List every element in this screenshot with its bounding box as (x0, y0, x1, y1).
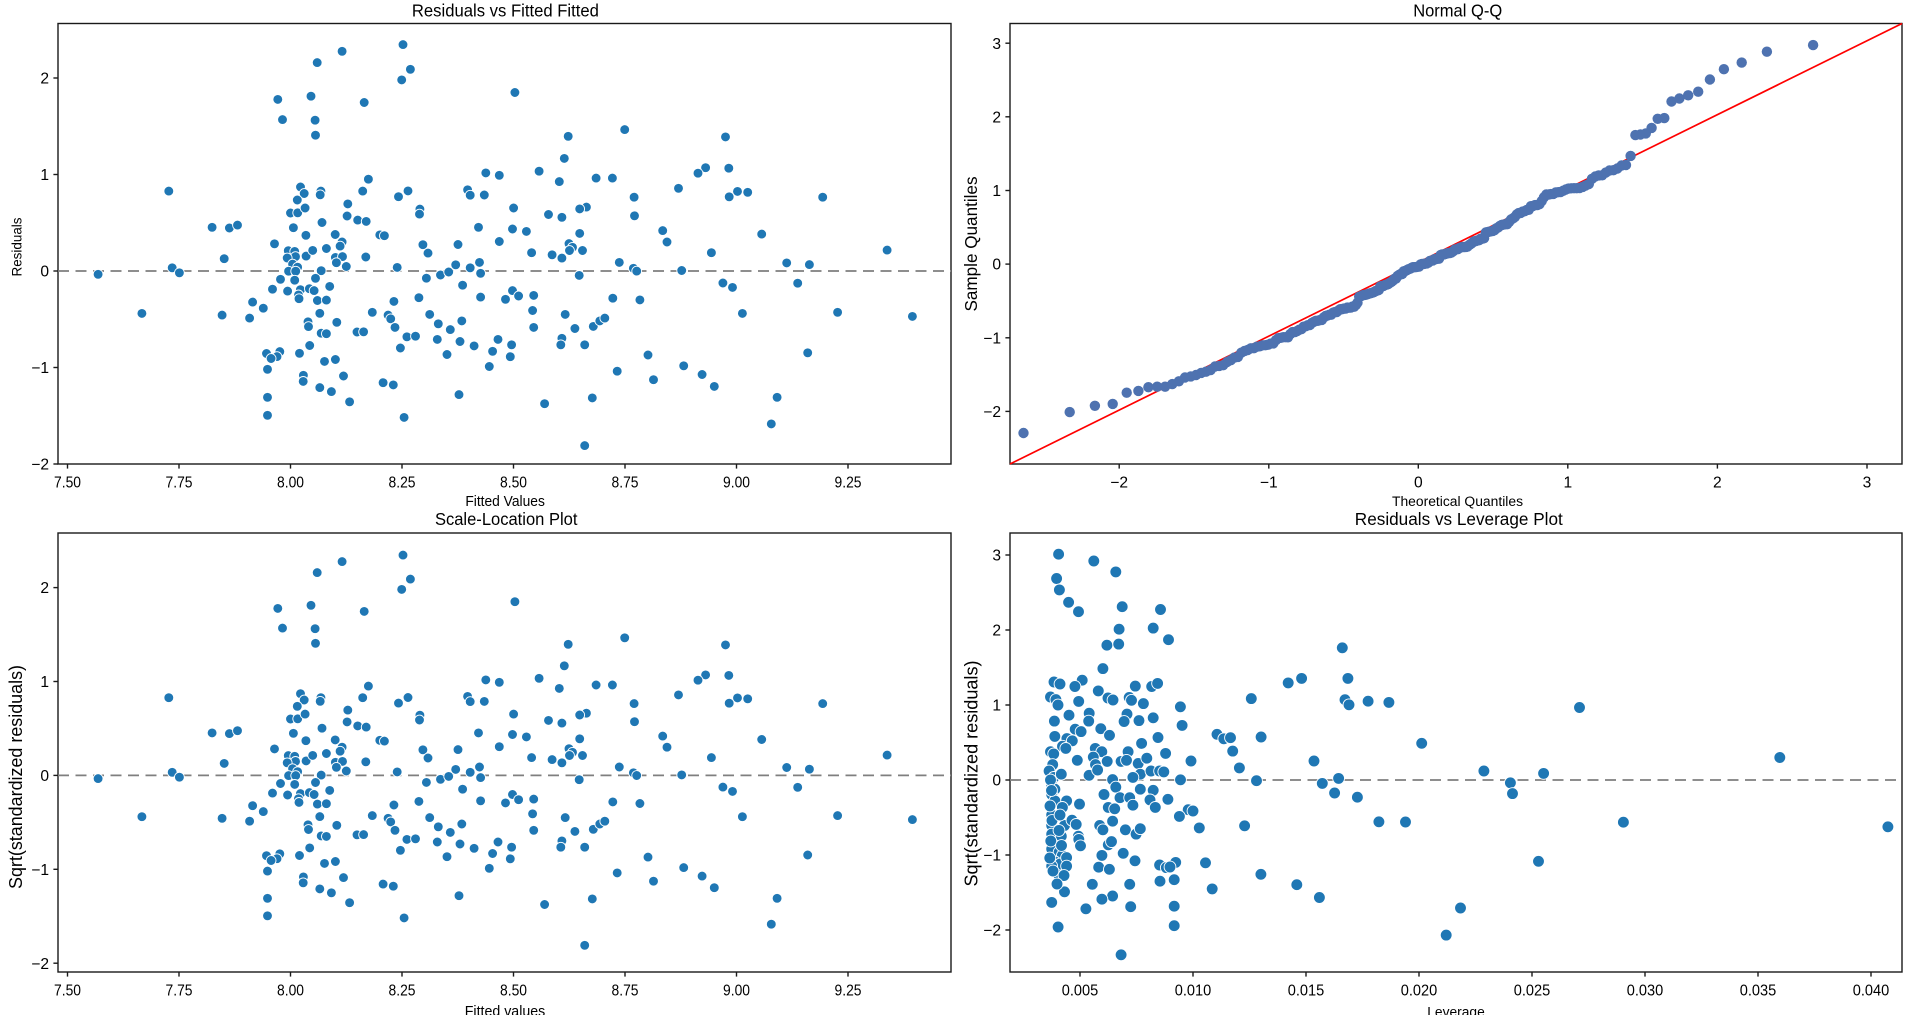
svg-text:−1: −1 (983, 330, 1001, 347)
svg-text:8.50: 8.50 (500, 474, 527, 491)
svg-text:0: 0 (40, 264, 49, 281)
svg-text:−2: −2 (31, 457, 49, 474)
svg-text:9.25: 9.25 (835, 982, 862, 999)
svg-text:0: 0 (992, 257, 1001, 274)
svg-text:1: 1 (40, 674, 49, 691)
svg-text:Sqrt(standardized residuals): Sqrt(standardized residuals) (962, 661, 982, 887)
svg-text:2: 2 (40, 71, 49, 88)
svg-text:2: 2 (992, 109, 1001, 126)
svg-text:7.75: 7.75 (166, 474, 193, 491)
svg-text:Residuals vs Leverage Plot: Residuals vs Leverage Plot (1355, 509, 1563, 529)
svg-text:1: 1 (1563, 474, 1572, 491)
svg-text:−1: −1 (31, 862, 49, 879)
svg-text:−1: −1 (983, 848, 1001, 865)
svg-text:−2: −2 (31, 956, 49, 973)
svg-text:Normal Q-Q: Normal Q-Q (1413, 0, 1502, 20)
svg-text:−1: −1 (31, 360, 49, 377)
svg-text:1: 1 (992, 183, 1001, 200)
svg-text:8.00: 8.00 (277, 474, 304, 491)
svg-text:Residuals: Residuals (10, 217, 25, 276)
svg-text:−2: −2 (983, 923, 1001, 940)
svg-text:−2: −2 (983, 404, 1001, 421)
svg-text:2: 2 (1713, 474, 1722, 491)
svg-text:2: 2 (992, 623, 1001, 640)
svg-text:9.00: 9.00 (723, 474, 750, 491)
svg-text:0: 0 (992, 773, 1001, 790)
svg-text:Leverage: Leverage (1427, 1004, 1485, 1015)
svg-text:8.50: 8.50 (500, 982, 527, 999)
svg-text:0.030: 0.030 (1627, 982, 1664, 999)
svg-text:Fitted Values: Fitted Values (465, 494, 545, 510)
svg-text:Residuals vs Fitted Fitted: Residuals vs Fitted Fitted (412, 1, 599, 21)
svg-text:9.25: 9.25 (835, 474, 862, 491)
svg-text:0: 0 (1414, 474, 1423, 491)
svg-text:0.025: 0.025 (1514, 982, 1551, 999)
svg-text:8.00: 8.00 (277, 982, 304, 999)
svg-text:8.75: 8.75 (612, 474, 639, 491)
svg-text:0: 0 (40, 768, 49, 785)
svg-text:8.25: 8.25 (389, 982, 416, 999)
svg-text:3: 3 (992, 36, 1001, 53)
svg-text:1: 1 (40, 167, 49, 184)
svg-text:−1: −1 (1260, 474, 1278, 491)
svg-text:7.50: 7.50 (54, 982, 81, 999)
svg-text:0.020: 0.020 (1401, 982, 1438, 999)
svg-text:1: 1 (992, 698, 1001, 715)
svg-text:Theoretical Quantiles: Theoretical Quantiles (1392, 494, 1523, 510)
svg-text:Sqrt(standardized residuals): Sqrt(standardized residuals) (6, 665, 26, 889)
svg-text:0.035: 0.035 (1740, 982, 1777, 999)
svg-text:Scale-Location Plot: Scale-Location Plot (435, 509, 578, 529)
svg-text:0.015: 0.015 (1288, 982, 1325, 999)
svg-text:Sample Quantiles: Sample Quantiles (961, 177, 981, 312)
svg-text:3: 3 (992, 548, 1001, 565)
svg-text:7.50: 7.50 (54, 474, 81, 491)
svg-text:0.010: 0.010 (1175, 982, 1212, 999)
svg-text:0.005: 0.005 (1062, 982, 1099, 999)
svg-text:−2: −2 (1110, 474, 1128, 491)
svg-text:0.040: 0.040 (1853, 982, 1890, 999)
svg-text:7.75: 7.75 (166, 982, 193, 999)
svg-text:2: 2 (40, 580, 49, 597)
svg-text:9.00: 9.00 (723, 982, 750, 999)
svg-text:Fitted values: Fitted values (465, 1004, 546, 1015)
svg-text:8.75: 8.75 (612, 982, 639, 999)
svg-text:3: 3 (1863, 474, 1872, 491)
svg-text:8.25: 8.25 (389, 474, 416, 491)
